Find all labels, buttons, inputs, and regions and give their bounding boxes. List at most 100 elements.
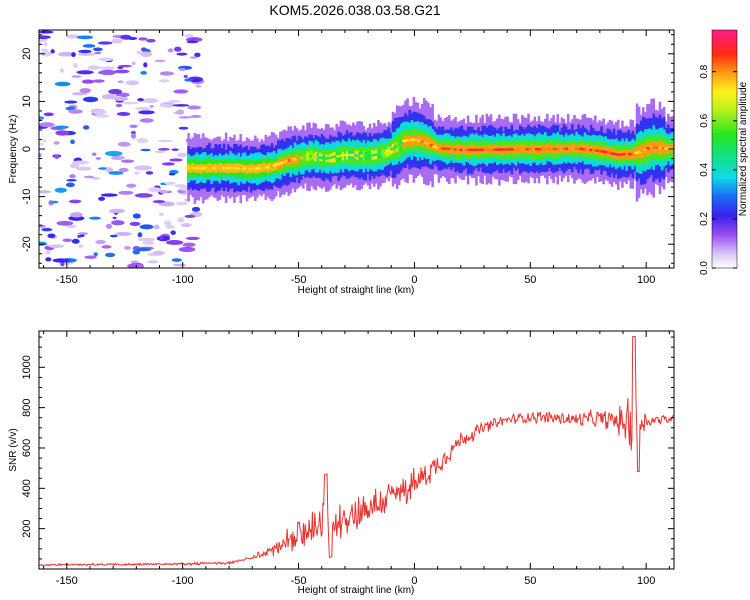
noise-blob — [76, 70, 94, 75]
colorbar-ticks: 0.0 0.2 0.4 0.6 0.8 — [699, 29, 738, 275]
noise-blob — [68, 109, 83, 114]
noise-blob — [104, 150, 123, 157]
noise-blob — [39, 142, 45, 146]
colorbar: 0.0 0.2 0.4 0.6 0.8 Normalized spectral ampl… — [699, 29, 749, 275]
noise-blob — [66, 224, 77, 229]
noise-blob — [135, 106, 151, 111]
noise-blob — [79, 88, 92, 94]
noise-blob — [101, 94, 117, 100]
noise-blob — [139, 118, 154, 123]
ridge-core — [212, 166, 217, 170]
noise-blob — [39, 35, 51, 40]
noise-blob — [143, 62, 148, 68]
noise-blob — [137, 237, 156, 242]
snr-series-line — [39, 335, 674, 567]
noise-blob — [69, 174, 76, 179]
noise-blob — [68, 199, 82, 204]
noise-blob — [109, 208, 126, 214]
noise-blob — [54, 187, 67, 193]
noise-blob — [140, 51, 153, 58]
noise-blob — [195, 84, 202, 88]
figure-title: KOM5.2026.038.03.58.G21 — [269, 2, 440, 18]
ridge-cell — [429, 138, 432, 150]
snr-frame — [38, 330, 675, 570]
ridge-core — [203, 166, 208, 170]
noise-blob — [139, 224, 154, 230]
noise-blob — [136, 264, 144, 268]
y-tick-label: -20 — [21, 236, 33, 252]
noise-blob — [45, 257, 52, 262]
noise-blob — [105, 167, 114, 173]
noise-blob — [70, 212, 83, 218]
noise-blob — [137, 232, 143, 238]
ridge-cell — [400, 138, 403, 151]
spectrogram-y-label: Frequency (Hz) — [8, 115, 19, 184]
noise-blob — [177, 152, 188, 158]
noise-blob — [147, 187, 162, 193]
spectrogram-noise-blobs — [39, 30, 205, 268]
noise-blob — [81, 79, 95, 84]
noise-blob — [114, 231, 132, 237]
noise-blob — [116, 112, 131, 116]
ridge-core — [386, 149, 392, 153]
noise-blob — [178, 116, 192, 119]
x-tick-label: 0 — [411, 575, 417, 587]
ridge-core — [396, 143, 401, 147]
noise-blob — [87, 65, 100, 70]
noise-blob — [93, 252, 98, 257]
colorbar-tick-label: 0.2 — [699, 212, 710, 226]
x-tick-label: -100 — [172, 274, 194, 286]
ridge-cell — [435, 141, 439, 152]
noise-blob — [39, 190, 52, 194]
noise-blob — [71, 238, 80, 244]
noise-blob — [70, 139, 75, 145]
spectrogram-y-axis: -20 -10 0 10 20 — [21, 34, 674, 264]
colorbar-gradient — [712, 30, 737, 268]
noise-blob — [177, 217, 185, 223]
noise-blob — [159, 71, 175, 76]
noise-blob — [112, 216, 117, 220]
ridge-core — [221, 166, 226, 170]
noise-blob — [109, 234, 118, 238]
noise-blob — [194, 52, 201, 58]
ridge-core — [423, 141, 428, 144]
noise-blob — [68, 215, 85, 221]
noise-blob — [94, 51, 102, 55]
noise-blob — [113, 96, 129, 102]
noise-blob — [83, 96, 99, 103]
noise-blob — [184, 78, 193, 82]
noise-blob — [157, 147, 170, 151]
y-tick-label: 10 — [21, 95, 33, 107]
noise-blob — [183, 33, 194, 38]
noise-blob — [108, 171, 124, 175]
noise-blob — [154, 59, 166, 63]
noise-blob — [77, 232, 89, 235]
y-tick-label: 20 — [21, 48, 33, 60]
noise-blob — [191, 206, 201, 212]
noise-blob — [159, 104, 171, 108]
noise-blob — [40, 48, 49, 52]
y-tick-label: 600 — [21, 439, 33, 457]
ridge-core — [209, 166, 214, 170]
noise-blob — [111, 38, 123, 44]
snr-panel: -150 -100 -50 0 50 100 200 400 600 800 1000 Heigh… — [8, 330, 675, 596]
ridge-cell — [402, 137, 405, 148]
noise-blob — [117, 80, 124, 84]
ridge-core — [188, 166, 193, 170]
noise-blob — [164, 181, 176, 186]
noise-blob — [120, 159, 135, 163]
noise-blob — [158, 212, 164, 216]
x-tick-label: 50 — [524, 274, 536, 286]
noise-blob — [191, 78, 201, 83]
noise-blob — [76, 35, 94, 40]
noise-blob — [142, 240, 155, 245]
noise-blob — [166, 240, 184, 245]
x-tick-label: -50 — [291, 274, 307, 286]
noise-blob — [105, 223, 113, 229]
noise-blob — [171, 148, 179, 151]
noise-blob — [178, 246, 196, 253]
ridge-core — [429, 143, 434, 147]
noise-blob — [190, 115, 202, 118]
noise-blob — [159, 189, 169, 194]
noise-blob — [66, 178, 77, 182]
